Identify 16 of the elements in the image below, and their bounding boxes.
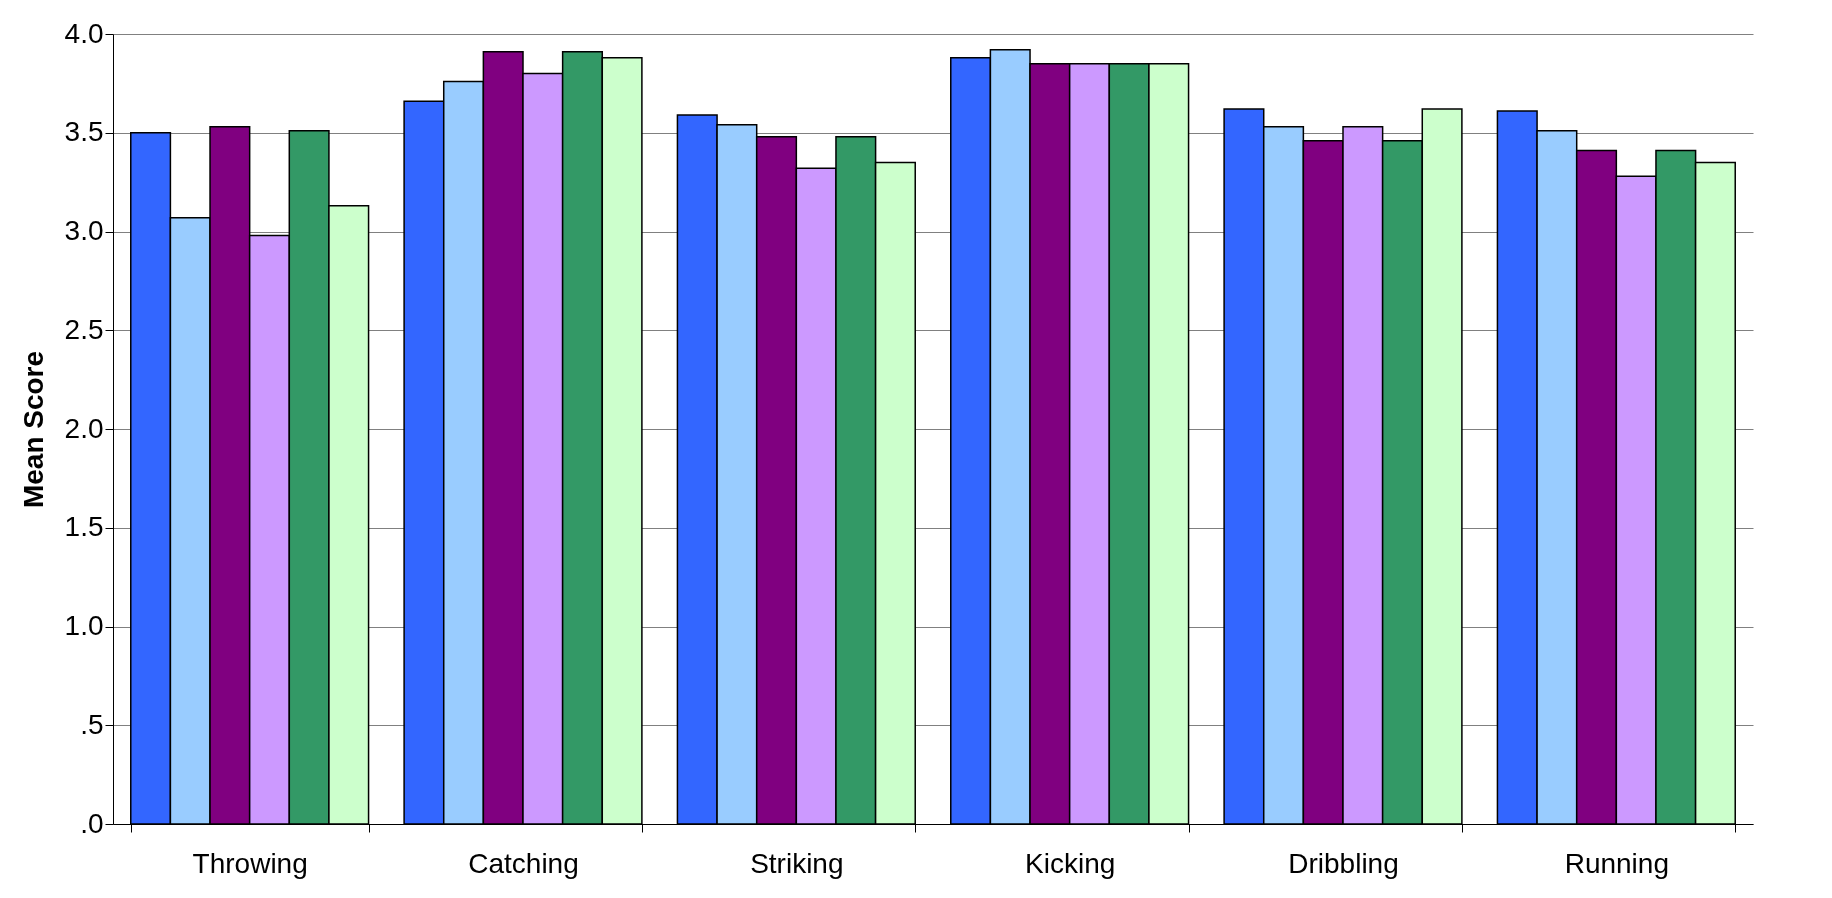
y-tick-label: 3.0 xyxy=(64,215,104,246)
x-tick-label: Kicking xyxy=(1025,847,1116,879)
y-tick-label: 1.0 xyxy=(64,610,104,641)
y-tick-label: 3.5 xyxy=(64,116,104,148)
y-tick-label: 1.5 xyxy=(64,511,104,543)
x-tick-label: Running xyxy=(1564,847,1669,879)
y-tick-label: .0 xyxy=(80,807,104,839)
y-tick-label: 2.5 xyxy=(64,313,104,345)
y-tick-label: 2.0 xyxy=(64,412,104,444)
x-tick-label: Dribbling xyxy=(1288,847,1399,879)
x-tick-label: Catching xyxy=(468,847,579,879)
y-tick-label: .5 xyxy=(80,708,104,740)
x-tick-label: Throwing xyxy=(192,847,308,879)
y-tick-label: 4.0 xyxy=(64,17,104,49)
y-axis-title: Mean Score xyxy=(17,350,49,509)
x-tick-label: Striking xyxy=(750,847,844,879)
